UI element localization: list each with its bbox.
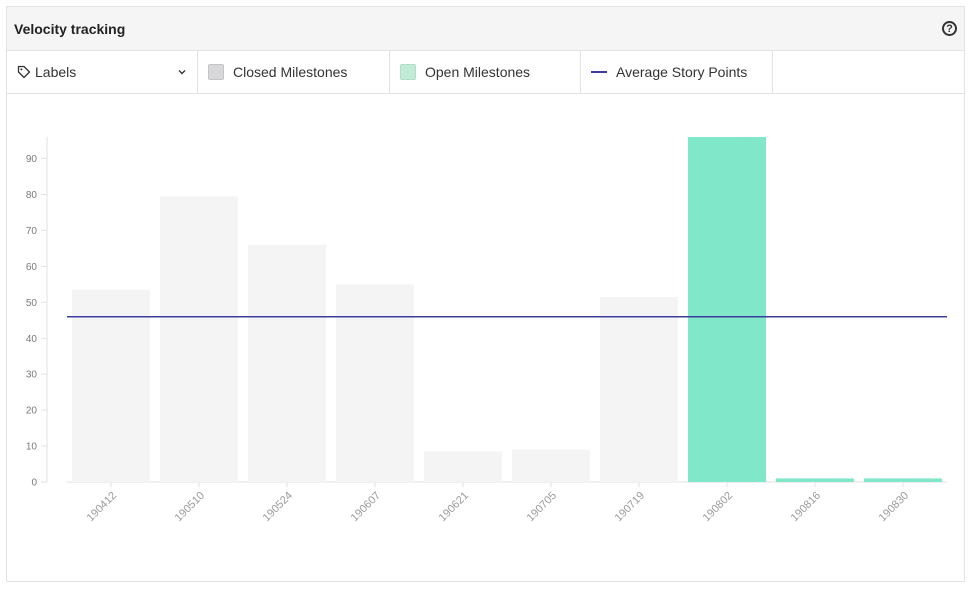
- x-tick-label: 190621: [437, 490, 471, 524]
- closed-milestone-bar: [72, 289, 150, 482]
- x-tick-label: 190524: [261, 490, 295, 524]
- legend-closed-milestones[interactable]: Closed Milestones: [198, 51, 390, 93]
- x-tick-label: 190607: [349, 490, 383, 524]
- x-tick-label: 190412: [85, 490, 119, 524]
- x-tick-label: 190830: [877, 490, 911, 524]
- labels-dropdown[interactable]: Labels: [7, 51, 198, 93]
- closed-milestone-bar: [248, 244, 326, 482]
- chevron-down-icon: [178, 70, 186, 75]
- open-swatch: [400, 64, 416, 80]
- y-tick-label: 70: [26, 226, 38, 237]
- x-tick-label: 190719: [613, 490, 647, 524]
- y-tick-label: 90: [26, 154, 38, 165]
- question-circle-icon[interactable]: ?: [942, 21, 957, 36]
- open-milestone-bar: [688, 137, 766, 482]
- x-tick-label: 190816: [789, 490, 823, 524]
- y-tick-label: 60: [26, 262, 38, 273]
- closed-milestone-bar: [424, 451, 502, 482]
- y-tick-label: 0: [31, 478, 37, 489]
- y-tick-label: 50: [26, 298, 38, 309]
- x-tick-label: 190510: [173, 490, 207, 524]
- average-story-points-label: Average Story Points: [616, 64, 748, 80]
- y-tick-label: 30: [26, 370, 38, 381]
- closed-milestone-bar: [336, 284, 414, 482]
- closed-swatch: [208, 64, 224, 80]
- legend-open-milestones[interactable]: Open Milestones: [390, 51, 581, 93]
- closed-milestone-bar: [160, 196, 238, 482]
- y-tick-label: 10: [26, 442, 38, 453]
- open-milestone-bar: [864, 478, 942, 482]
- labels-dropdown-label: Labels: [35, 64, 77, 80]
- y-tick-label: 80: [26, 190, 38, 201]
- panel-title: Velocity tracking: [14, 20, 126, 37]
- y-tick-label: 20: [26, 406, 38, 417]
- panel-header: Velocity tracking ?: [7, 7, 964, 51]
- closed-milestones-label: Closed Milestones: [233, 64, 348, 80]
- x-tick-label: 190705: [525, 490, 559, 524]
- average-line-swatch: [591, 71, 607, 73]
- open-milestones-label: Open Milestones: [425, 64, 531, 80]
- x-tick-label: 190802: [701, 490, 735, 524]
- legend-bar: Labels Closed Milestones Open Milestones…: [7, 51, 964, 94]
- open-milestone-bar: [776, 478, 854, 482]
- closed-milestone-bar: [512, 449, 590, 482]
- tag-icon: [17, 65, 31, 79]
- legend-average-story-points[interactable]: Average Story Points: [581, 51, 773, 93]
- closed-milestone-bar: [600, 296, 678, 482]
- y-tick-label: 40: [26, 334, 38, 345]
